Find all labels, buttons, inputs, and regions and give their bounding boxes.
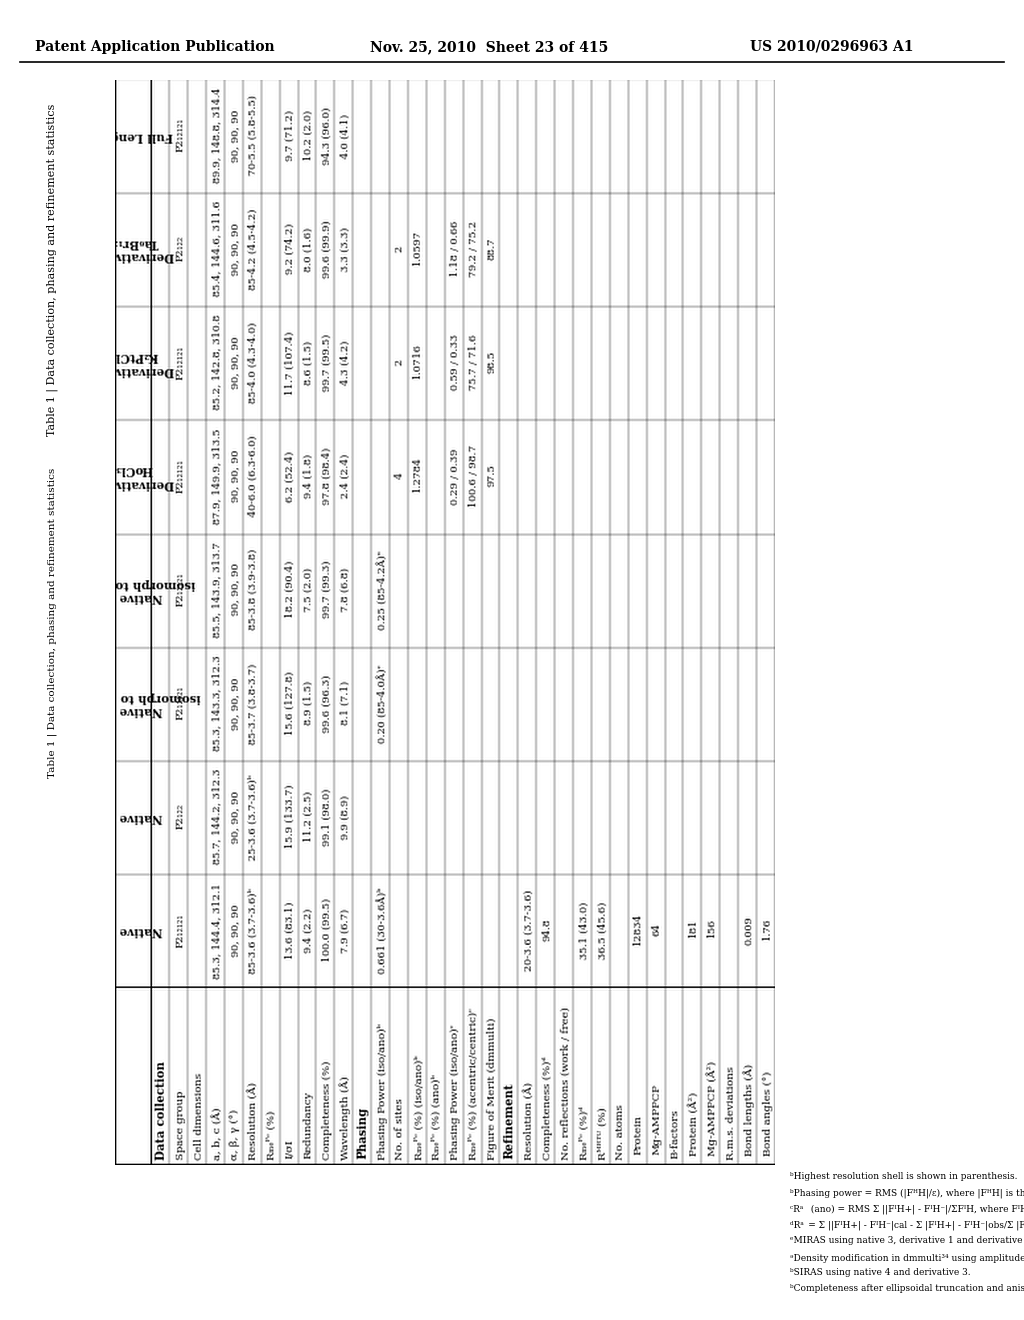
- Text: Patent Application Publication: Patent Application Publication: [35, 40, 274, 54]
- Text: ᵇSIRAS using native 4 and derivative 3.: ᵇSIRAS using native 4 and derivative 3.: [790, 1269, 971, 1276]
- Text: ᶜRᵃ    (ano) = RMS Σ ||FᴵH+| - FᴵH⁻|/ΣFᴵH, where FᴵH+ is the heavy-atom derivati: ᶜRᵃ (ano) = RMS Σ ||FᴵH+| - FᴵH⁻|/ΣFᴵH, …: [790, 1204, 1024, 1213]
- Text: Nov. 25, 2010  Sheet 23 of 415: Nov. 25, 2010 Sheet 23 of 415: [370, 40, 608, 54]
- Text: Table 1 | Data collection, phasing and refinement statistics: Table 1 | Data collection, phasing and r…: [47, 467, 56, 777]
- Text: ᵈRᵃ  = Σ ||FᴵH+| - FᴵH⁻|cal - Σ |FᴵH+| - FᴵH⁻|obs/Σ |FᴵH+| - FᴵH⁻|obs, where FᴵH: ᵈRᵃ = Σ ||FᴵH+| - FᴵH⁻|cal - Σ |FᴵH+| - …: [790, 1220, 1024, 1229]
- Text: ᵊDensity modification in dmmulti³⁴ using amplitudes from native 1-4, MIRAS phase: ᵊDensity modification in dmmulti³⁴ using…: [790, 1251, 1024, 1263]
- Text: US 2010/0296963 A1: US 2010/0296963 A1: [750, 40, 913, 54]
- Text: ᵇCompleteness after ellipsoidal truncation and anisotropic scaling using the Dif: ᵇCompleteness after ellipsoidal truncati…: [790, 1284, 1024, 1294]
- Text: ᵇHighest resolution shell is shown in parenthesis.: ᵇHighest resolution shell is shown in pa…: [790, 1172, 1018, 1181]
- Text: ᵇPhasing power = RMS (|FᴴH|/ε), where |FᴴH| is the heavy-atom structure factor a: ᵇPhasing power = RMS (|FᴴH|/ε), where |F…: [790, 1188, 1024, 1197]
- Text: ᵉMIRAS using native 3, derivative 1 and derivative 2.: ᵉMIRAS using native 3, derivative 1 and …: [790, 1236, 1024, 1245]
- Text: Table 1 | Data collection, phasing and refinement statistics: Table 1 | Data collection, phasing and r…: [46, 104, 57, 436]
